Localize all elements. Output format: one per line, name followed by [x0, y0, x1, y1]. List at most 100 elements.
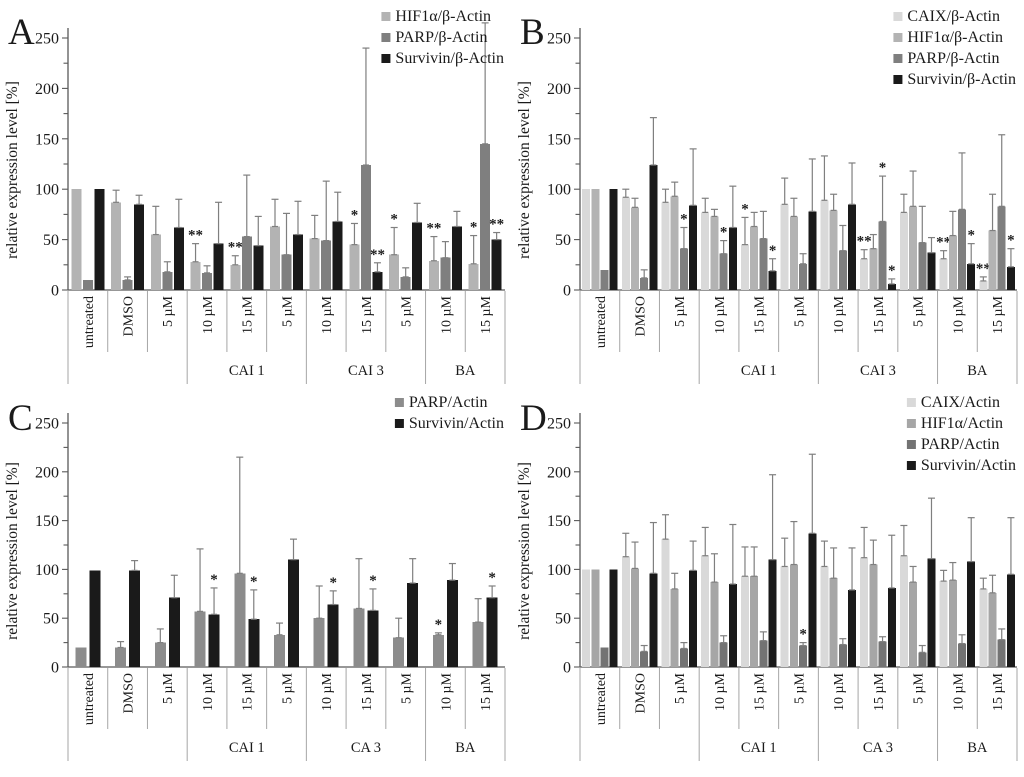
category-label: 15 µM: [991, 295, 1006, 334]
bar: [274, 634, 285, 667]
bar: [780, 566, 789, 667]
bar: [248, 619, 260, 667]
legend-label: PARP/β-Actin: [395, 29, 487, 46]
bar: [82, 279, 93, 290]
bar: [591, 189, 600, 290]
category-label: untreated: [594, 673, 609, 725]
category-label: 5 µM: [400, 672, 415, 704]
y-axis-label: relative expression level [%]: [516, 462, 533, 640]
legend-swatch: [906, 419, 916, 428]
legend-swatch: [893, 12, 903, 21]
bar: [860, 557, 869, 667]
bar: [661, 539, 670, 667]
legend-swatch: [893, 33, 903, 42]
category-label: 10 µM: [439, 295, 454, 334]
bar: [679, 248, 688, 290]
category-label: 15 µM: [872, 295, 887, 334]
bar: [71, 189, 82, 290]
bar: [728, 584, 737, 667]
bar: [719, 642, 728, 667]
bar: [710, 216, 719, 290]
bar: [582, 189, 591, 290]
category-label: 10 µM: [439, 672, 454, 711]
bar: [194, 611, 206, 667]
bar: [701, 212, 710, 290]
group-label: CAI 3: [348, 363, 384, 379]
bar: [740, 244, 749, 290]
bar: [759, 238, 768, 290]
group-label: CAI 1: [229, 363, 265, 379]
bar: [719, 253, 728, 290]
bar: [451, 226, 462, 290]
bar: [710, 582, 719, 667]
bar: [918, 652, 927, 667]
bar: [768, 559, 777, 667]
sig-marker: *: [351, 207, 359, 223]
bar: [129, 570, 141, 667]
bar: [115, 647, 127, 667]
sig-marker: *: [799, 627, 807, 643]
y-tick-label: 150: [35, 131, 59, 148]
bar: [789, 216, 798, 290]
y-tick-label: 150: [35, 513, 59, 530]
category-label: untreated: [82, 296, 97, 348]
bar: [609, 189, 618, 290]
bar: [759, 640, 768, 667]
bar: [939, 258, 948, 290]
bar: [360, 165, 371, 290]
bar: [927, 558, 936, 667]
category-label: 5 µM: [161, 672, 176, 704]
bar: [909, 206, 918, 290]
bar: [321, 240, 332, 290]
y-axis-label: relative expression level [%]: [4, 462, 21, 640]
category-label: 5 µM: [792, 672, 807, 704]
bar: [679, 648, 688, 667]
legend: HIF1α/β-Actin PARP/β-Actin Survivin/β-Acti…: [381, 8, 504, 67]
category-label: 10 µM: [951, 672, 966, 711]
bar: [799, 645, 808, 667]
bar: [750, 226, 759, 290]
bar: [491, 239, 502, 290]
bar: [293, 234, 303, 290]
category-label: untreated: [594, 296, 609, 348]
legend-label: PARP/β-Actin: [907, 50, 999, 67]
sig-marker: **: [976, 261, 991, 277]
category-label: 5 µM: [161, 295, 176, 327]
legend-label: Survivin/β-Actin: [395, 50, 504, 67]
bar: [909, 582, 918, 667]
y-tick-label: 200: [35, 81, 59, 98]
sig-marker: *: [369, 573, 377, 589]
bar: [640, 277, 649, 290]
category-label: 5 µM: [280, 672, 295, 704]
bar: [122, 279, 133, 290]
legend-label: HIF1α/Actin: [921, 415, 1003, 432]
y-tick-label: 250: [547, 416, 571, 433]
bar: [701, 555, 710, 667]
bar: [958, 643, 967, 667]
bar: [600, 647, 609, 667]
legend-swatch: [381, 33, 391, 42]
bar: [412, 222, 423, 290]
sig-marker: *: [435, 617, 443, 633]
legend-swatch: [394, 419, 404, 428]
bar: [948, 580, 957, 667]
bar: [829, 578, 838, 667]
category-label: 5 µM: [673, 295, 688, 327]
y-tick-label: 250: [35, 31, 59, 48]
group-label: CA 3: [863, 740, 893, 756]
bar: [270, 226, 280, 290]
bar: [979, 588, 988, 667]
sig-marker: *: [250, 574, 258, 590]
legend-label: CAIX/Actin: [921, 394, 1000, 411]
bar: [230, 264, 241, 290]
sig-marker: **: [188, 228, 203, 244]
sig-marker: *: [329, 575, 337, 591]
category-label: 10 µM: [832, 295, 847, 334]
bar: [446, 580, 458, 667]
bar: [869, 564, 878, 667]
y-tick-label: 150: [547, 131, 571, 148]
bar: [432, 634, 444, 667]
bar: [208, 614, 220, 667]
